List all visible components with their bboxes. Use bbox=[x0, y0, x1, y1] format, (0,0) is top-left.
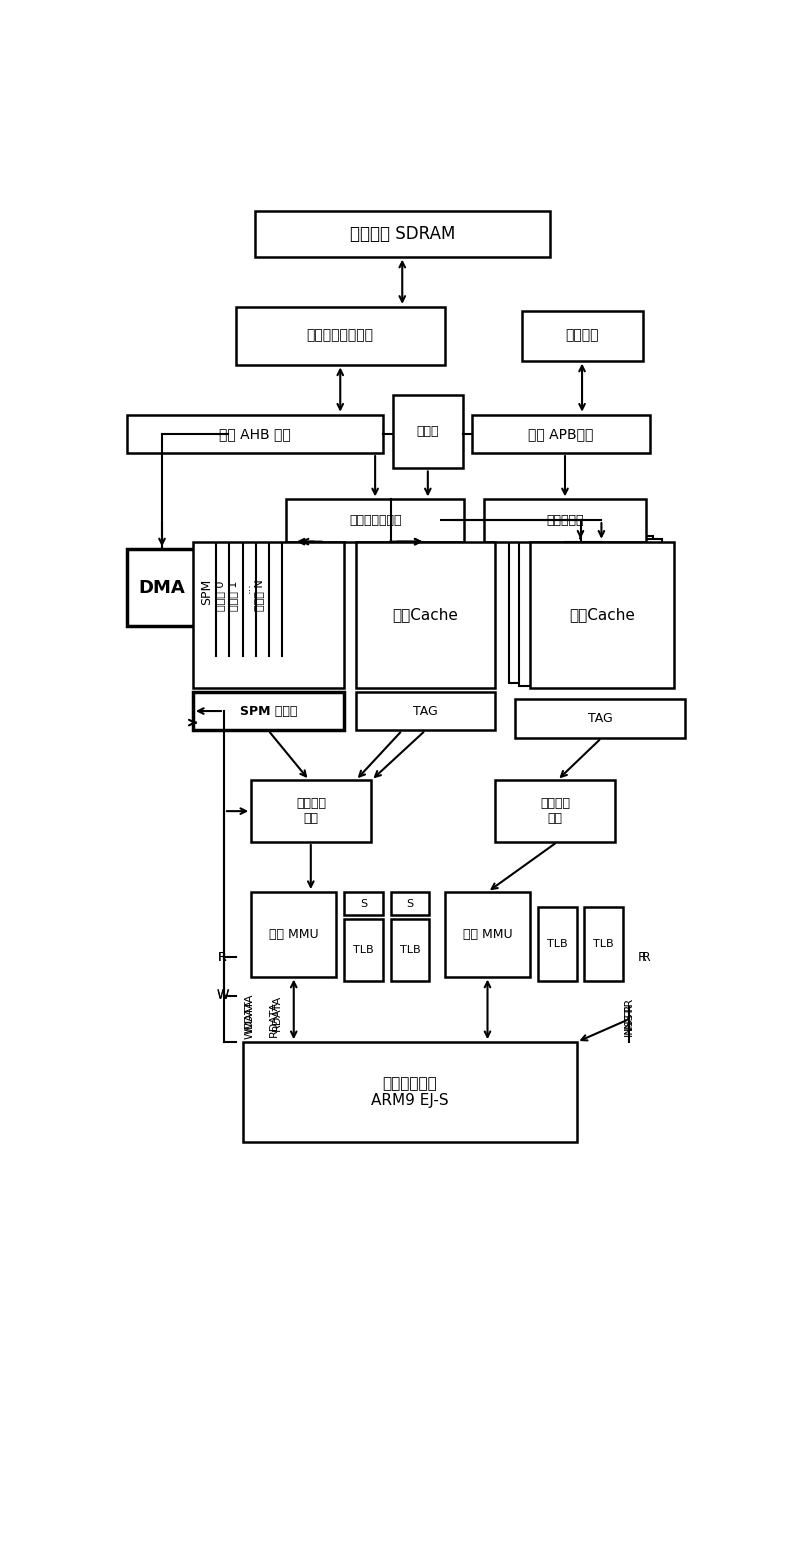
Text: 虚存页 0: 虚存页 0 bbox=[215, 581, 225, 611]
Bar bbox=[495, 781, 615, 842]
Text: 指令部分
路由: 指令部分 路由 bbox=[540, 797, 570, 825]
Text: 总线桥: 总线桥 bbox=[417, 425, 439, 439]
Text: S: S bbox=[360, 898, 367, 909]
Bar bbox=[509, 536, 653, 683]
Text: TAG: TAG bbox=[413, 704, 438, 717]
Text: 指令 MMU: 指令 MMU bbox=[462, 928, 512, 940]
Bar bbox=[251, 892, 336, 976]
Bar bbox=[356, 542, 495, 687]
Text: SPM 控制器: SPM 控制器 bbox=[240, 704, 298, 717]
Text: R: R bbox=[218, 951, 227, 964]
Text: DMA: DMA bbox=[138, 580, 186, 597]
Bar bbox=[530, 542, 674, 687]
Bar bbox=[538, 908, 577, 981]
Bar bbox=[193, 542, 344, 687]
Text: 内存接口控制器: 内存接口控制器 bbox=[349, 514, 402, 526]
Bar bbox=[518, 539, 662, 686]
Text: 数据Cache: 数据Cache bbox=[393, 608, 458, 622]
Text: 数据部分
路由: 数据部分 路由 bbox=[296, 797, 326, 825]
Text: 片内 APB总线: 片内 APB总线 bbox=[529, 426, 594, 440]
Text: ...: ... bbox=[242, 583, 251, 594]
Bar bbox=[390, 892, 430, 915]
Bar bbox=[390, 918, 430, 981]
Text: 外部内存 SDRAM: 外部内存 SDRAM bbox=[350, 225, 455, 242]
Text: R: R bbox=[638, 951, 647, 964]
Text: WDATA: WDATA bbox=[245, 1000, 254, 1039]
Bar bbox=[193, 692, 344, 731]
Text: INSTR: INSTR bbox=[624, 1003, 634, 1036]
Text: 虚存页 N: 虚存页 N bbox=[254, 580, 264, 611]
Bar bbox=[356, 692, 495, 731]
Text: TLB: TLB bbox=[547, 939, 567, 950]
Text: TLB: TLB bbox=[594, 939, 614, 950]
Bar bbox=[522, 311, 642, 361]
Bar bbox=[472, 414, 650, 453]
Bar bbox=[584, 908, 623, 981]
Bar bbox=[514, 700, 685, 737]
Bar bbox=[251, 781, 371, 842]
Text: RDATA: RDATA bbox=[270, 1001, 279, 1037]
Text: S: S bbox=[406, 898, 414, 909]
Bar bbox=[344, 892, 383, 915]
Bar bbox=[286, 500, 464, 542]
Bar bbox=[236, 306, 445, 364]
Text: 微处理器内核
ARM9 EJ-S: 微处理器内核 ARM9 EJ-S bbox=[371, 1076, 449, 1109]
Text: 中断控制器: 中断控制器 bbox=[546, 514, 584, 526]
Text: 外部内存控制接口: 外部内存控制接口 bbox=[306, 328, 374, 342]
Bar bbox=[127, 414, 383, 453]
Text: R: R bbox=[642, 951, 650, 964]
Bar bbox=[484, 500, 646, 542]
Bar bbox=[445, 892, 530, 976]
Text: 片内 AHB 总线: 片内 AHB 总线 bbox=[219, 426, 291, 440]
Text: WDATA: WDATA bbox=[245, 993, 254, 1032]
Text: 实时外设: 实时外设 bbox=[566, 328, 599, 342]
Text: 数据 MMU: 数据 MMU bbox=[269, 928, 318, 940]
Text: TLB: TLB bbox=[353, 945, 374, 954]
Text: R: R bbox=[218, 951, 227, 964]
Text: TAG: TAG bbox=[587, 712, 612, 725]
Bar bbox=[344, 918, 383, 981]
Text: W: W bbox=[216, 987, 229, 1001]
Bar bbox=[393, 395, 462, 469]
Text: 指令Cache: 指令Cache bbox=[569, 608, 634, 622]
Text: SPM: SPM bbox=[200, 578, 213, 604]
Bar bbox=[127, 550, 197, 626]
Bar bbox=[255, 211, 550, 256]
Text: RDATA: RDATA bbox=[272, 995, 282, 1031]
Bar bbox=[243, 1042, 577, 1142]
Text: INSTR: INSTR bbox=[624, 997, 634, 1029]
Text: W: W bbox=[216, 989, 229, 1003]
Text: 虚存页 1: 虚存页 1 bbox=[228, 581, 238, 611]
Text: TLB: TLB bbox=[400, 945, 420, 954]
